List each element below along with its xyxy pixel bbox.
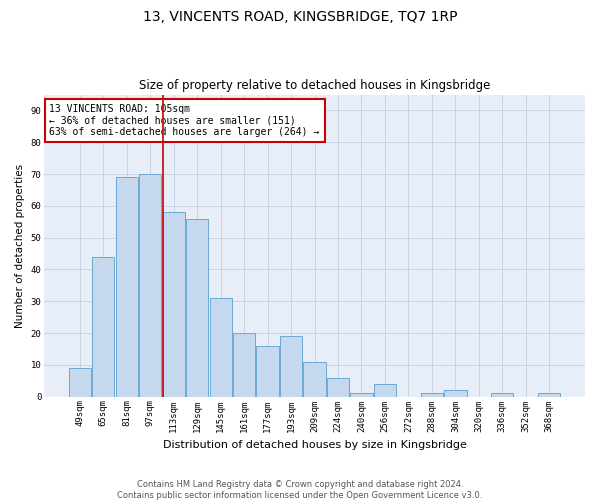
Bar	[491, 394, 514, 396]
Bar	[163, 212, 185, 396]
Bar	[139, 174, 161, 396]
Bar	[186, 218, 208, 396]
Bar	[444, 390, 467, 396]
Bar	[327, 378, 349, 396]
Bar	[350, 394, 373, 396]
Bar	[68, 368, 91, 396]
Bar	[304, 362, 326, 396]
X-axis label: Distribution of detached houses by size in Kingsbridge: Distribution of detached houses by size …	[163, 440, 466, 450]
Bar	[209, 298, 232, 396]
Bar	[233, 333, 255, 396]
Bar	[421, 394, 443, 396]
Bar	[280, 336, 302, 396]
Bar	[374, 384, 396, 396]
Bar	[92, 256, 115, 396]
Text: 13 VINCENTS ROAD: 105sqm
← 36% of detached houses are smaller (151)
63% of semi-: 13 VINCENTS ROAD: 105sqm ← 36% of detach…	[49, 104, 320, 137]
Bar	[116, 177, 138, 396]
Text: 13, VINCENTS ROAD, KINGSBRIDGE, TQ7 1RP: 13, VINCENTS ROAD, KINGSBRIDGE, TQ7 1RP	[143, 10, 457, 24]
Title: Size of property relative to detached houses in Kingsbridge: Size of property relative to detached ho…	[139, 79, 490, 92]
Bar	[256, 346, 279, 397]
Bar	[538, 394, 560, 396]
Text: Contains HM Land Registry data © Crown copyright and database right 2024.
Contai: Contains HM Land Registry data © Crown c…	[118, 480, 482, 500]
Y-axis label: Number of detached properties: Number of detached properties	[15, 164, 25, 328]
